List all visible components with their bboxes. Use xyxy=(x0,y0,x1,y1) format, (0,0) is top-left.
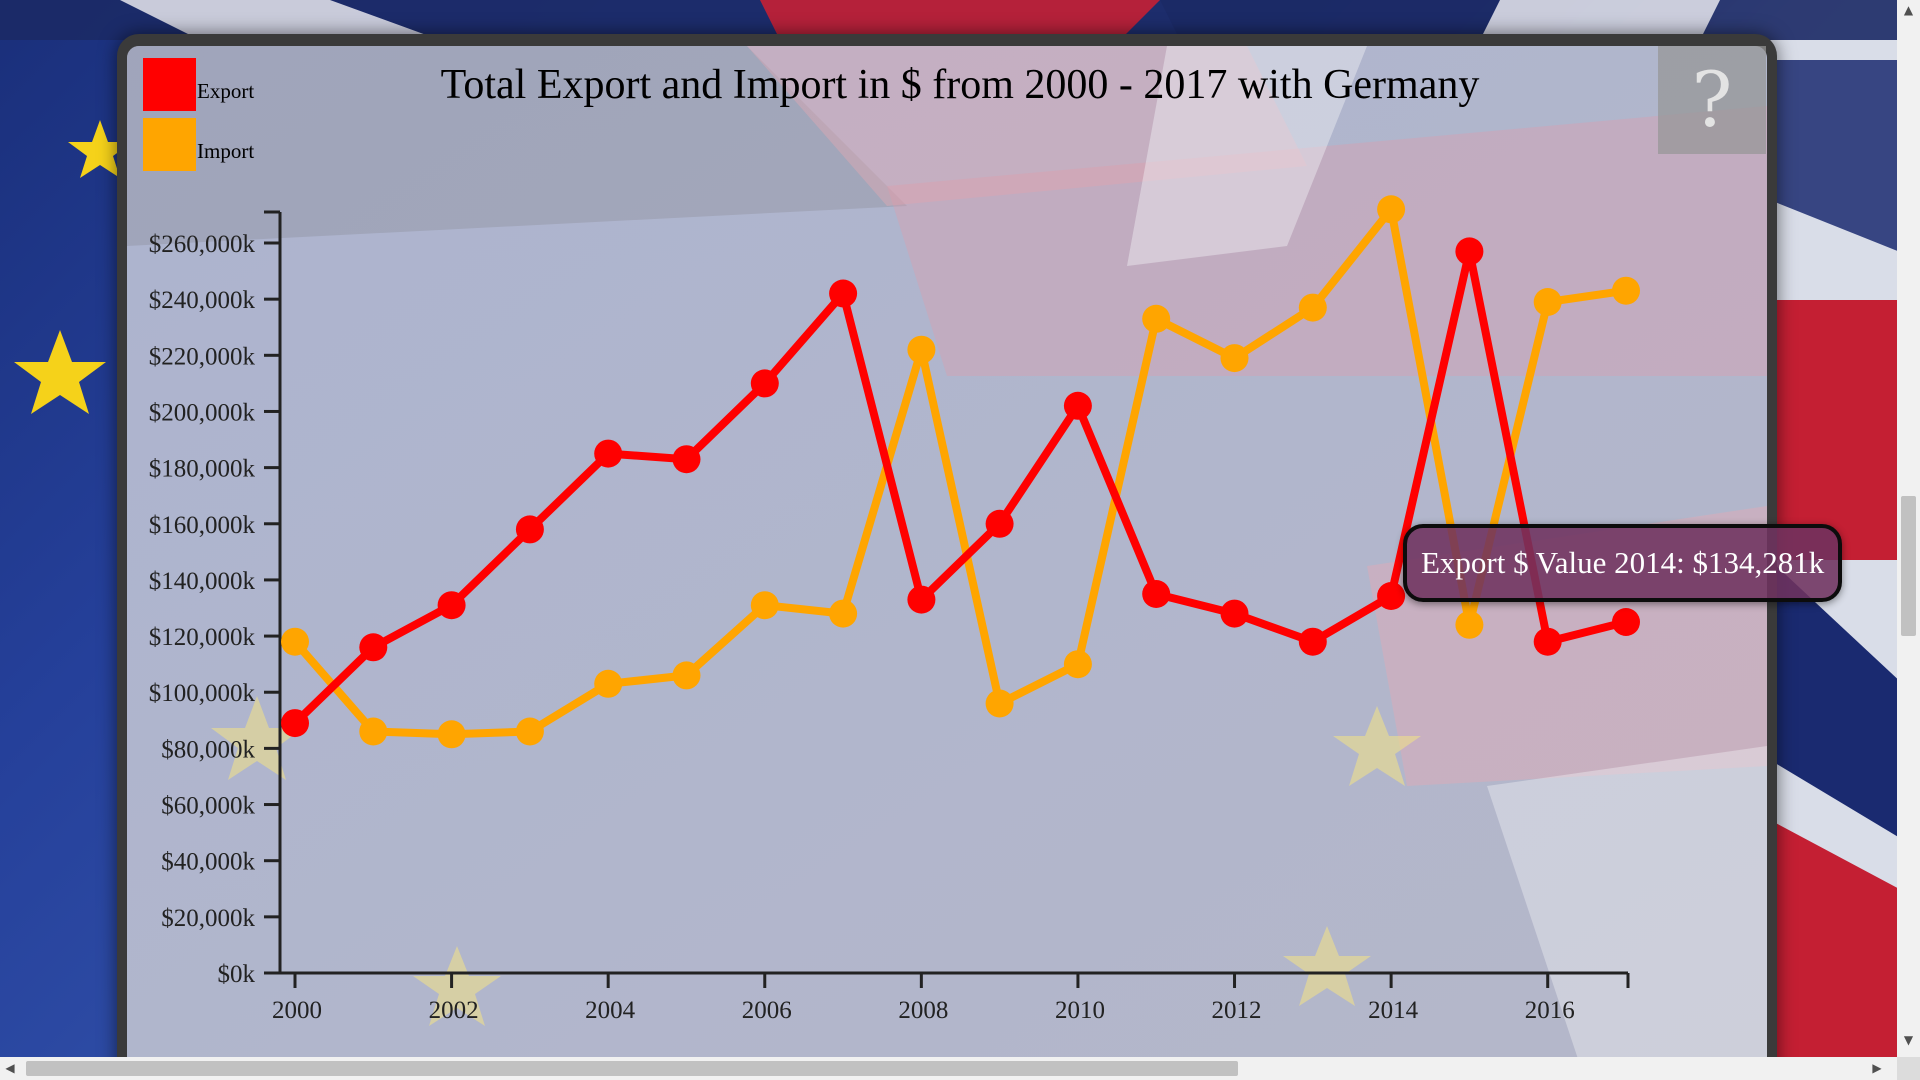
export-point-2014[interactable] xyxy=(1377,582,1406,610)
import-point-2012[interactable] xyxy=(1220,344,1249,373)
y-tick-label: $180,000k xyxy=(149,456,256,483)
import-point-2007[interactable] xyxy=(829,599,858,628)
export-point-2005[interactable] xyxy=(672,445,701,474)
y-tick-label: $140,000k xyxy=(149,568,256,595)
x-tick-label: 2006 xyxy=(742,997,792,1024)
x-tick-label: 2002 xyxy=(429,997,479,1024)
legend-swatch-export xyxy=(143,58,196,111)
vertical-scrollbar[interactable]: ▲ ▼ xyxy=(1897,0,1920,1057)
x-tick-label: 2004 xyxy=(585,997,636,1024)
export-point-2013[interactable] xyxy=(1298,627,1327,656)
y-tick-label: $200,000k xyxy=(149,399,256,426)
y-tick-label: $20,000k xyxy=(161,905,255,932)
x-tick-label: 2008 xyxy=(898,997,948,1024)
import-point-2005[interactable] xyxy=(672,661,701,690)
horizontal-scrollbar[interactable]: ◀ ▶ xyxy=(0,1057,1897,1080)
export-point-2010[interactable] xyxy=(1063,391,1092,420)
vertical-scroll-thumb[interactable] xyxy=(1901,496,1916,636)
y-tick-label: $260,000k xyxy=(149,231,256,258)
export-series-line xyxy=(292,247,1627,726)
legend-label-import: Import xyxy=(197,139,254,163)
y-tick-label: $120,000k xyxy=(149,624,256,651)
export-point-2003[interactable] xyxy=(515,515,544,544)
x-tick-label: 2000 xyxy=(272,997,322,1024)
help-button[interactable]: ? xyxy=(1658,46,1766,154)
y-tick-label: $100,000k xyxy=(149,680,256,707)
chart-tooltip: Export $ Value 2014: $134,281k xyxy=(1403,524,1843,602)
export-point-2016[interactable] xyxy=(1533,627,1562,656)
import-point-2001[interactable] xyxy=(359,717,388,746)
import-point-2015[interactable] xyxy=(1455,610,1484,639)
x-tick-label: 2016 xyxy=(1525,997,1575,1024)
export-point-2000[interactable] xyxy=(281,709,309,738)
scroll-left-icon[interactable]: ◀ xyxy=(5,1061,15,1075)
y-tick-label: $40,000k xyxy=(161,849,255,876)
import-point-2013[interactable] xyxy=(1298,293,1327,322)
import-point-2003[interactable] xyxy=(515,717,544,746)
import-point-2009[interactable] xyxy=(985,689,1014,718)
export-point-2004[interactable] xyxy=(594,439,623,468)
export-point-2008[interactable] xyxy=(907,585,936,614)
export-point-2007[interactable] xyxy=(829,279,858,308)
y-axis: $0k $20,000k $40,000k $60,000k $80,000k $100,… xyxy=(149,210,282,988)
horizontal-scroll-thumb[interactable] xyxy=(26,1061,1238,1076)
import-point-2008[interactable] xyxy=(907,335,936,364)
legend-swatch-import xyxy=(143,118,196,171)
y-tick-label: $160,000k xyxy=(149,512,256,539)
import-series-line xyxy=(291,205,1627,739)
import-point-2010[interactable] xyxy=(1063,650,1092,679)
export-point-2017[interactable] xyxy=(1612,608,1640,636)
export-point-2001[interactable] xyxy=(359,633,388,662)
y-tick-label: $0k xyxy=(218,961,256,988)
export-point-2012[interactable] xyxy=(1220,599,1249,628)
series-layer xyxy=(281,195,1640,749)
scroll-right-icon[interactable]: ▶ xyxy=(1872,1061,1882,1075)
chart-title: Total Export and Import in $ from 2000 -… xyxy=(441,62,1480,108)
y-tick-label: $60,000k xyxy=(161,793,255,820)
chart-legend: Export Import xyxy=(143,58,254,171)
y-tick-label: $240,000k xyxy=(149,287,256,314)
import-point-2006[interactable] xyxy=(750,591,779,620)
export-point-2002[interactable] xyxy=(437,591,466,620)
import-point-2000[interactable] xyxy=(281,627,309,656)
y-tick-label: $220,000k xyxy=(149,343,256,370)
import-point-2016[interactable] xyxy=(1533,288,1562,316)
export-point-2006[interactable] xyxy=(750,369,779,398)
y-tick-label: $80,000k xyxy=(161,736,255,763)
legend-label-export: Export xyxy=(197,79,254,103)
panel-background-art xyxy=(127,46,1767,1080)
scroll-up-icon[interactable]: ▲ xyxy=(1903,3,1914,17)
import-point-2004[interactable] xyxy=(594,669,623,698)
x-tick-label: 2012 xyxy=(1212,997,1262,1024)
import-point-2014[interactable] xyxy=(1377,195,1406,224)
import-point-2011[interactable] xyxy=(1142,304,1171,333)
export-point-2011[interactable] xyxy=(1142,580,1171,608)
x-tick-label: 2010 xyxy=(1055,997,1105,1024)
scrollbar-corner xyxy=(1897,1057,1920,1080)
export-point-2015[interactable] xyxy=(1455,237,1484,266)
import-point-2002[interactable] xyxy=(437,720,466,749)
export-point-2009[interactable] xyxy=(985,509,1014,538)
x-tick-label: 2014 xyxy=(1368,997,1419,1024)
scroll-down-icon[interactable]: ▼ xyxy=(1903,1033,1914,1047)
import-point-2017[interactable] xyxy=(1612,276,1640,305)
x-axis: 2000 2002 2004 2006 2008 2010 2012 2014 2016 xyxy=(272,971,1630,1024)
